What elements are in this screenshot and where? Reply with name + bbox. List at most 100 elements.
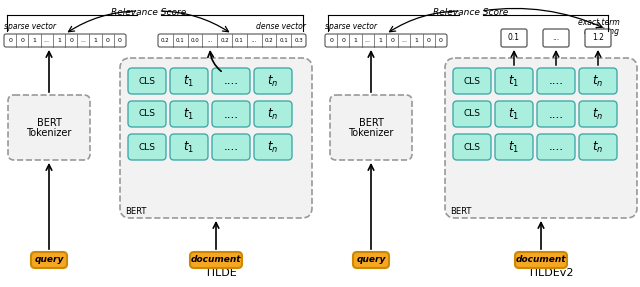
FancyBboxPatch shape [585, 29, 611, 47]
FancyBboxPatch shape [170, 101, 208, 127]
Text: 0: 0 [69, 38, 73, 43]
Text: $t_n$: $t_n$ [268, 139, 278, 155]
Text: matching: matching [584, 27, 620, 36]
FancyBboxPatch shape [537, 68, 575, 94]
Text: sparse vector: sparse vector [325, 22, 377, 31]
Text: document: document [191, 255, 241, 265]
Text: 0.2: 0.2 [161, 38, 170, 43]
Text: 0: 0 [427, 38, 431, 43]
Text: 1: 1 [93, 38, 97, 43]
Text: 0.3: 0.3 [294, 38, 303, 43]
Text: BERT: BERT [36, 117, 61, 127]
Text: ...: ... [365, 38, 371, 43]
Text: ...: ... [552, 34, 559, 42]
Text: exact term: exact term [579, 18, 620, 27]
Text: Tokenizer: Tokenizer [348, 129, 394, 139]
Text: 1: 1 [378, 38, 382, 43]
Text: 1.2: 1.2 [592, 34, 604, 42]
Text: query: query [35, 255, 64, 265]
Text: 0.1: 0.1 [280, 38, 288, 43]
Text: 0: 0 [8, 38, 12, 43]
Text: 0: 0 [118, 38, 122, 43]
Text: 1: 1 [353, 38, 357, 43]
Text: $t_1$: $t_1$ [184, 139, 195, 155]
FancyBboxPatch shape [353, 252, 389, 268]
Text: 0.2: 0.2 [220, 38, 229, 43]
FancyBboxPatch shape [579, 68, 617, 94]
FancyBboxPatch shape [31, 252, 67, 268]
Text: 0: 0 [341, 38, 345, 43]
Text: ....: .... [548, 108, 563, 121]
FancyBboxPatch shape [254, 101, 292, 127]
Text: BERT: BERT [125, 207, 147, 216]
Text: 1: 1 [33, 38, 36, 43]
FancyBboxPatch shape [212, 101, 250, 127]
FancyBboxPatch shape [254, 134, 292, 160]
Text: 1: 1 [57, 38, 61, 43]
Text: 0.0: 0.0 [191, 38, 200, 43]
Text: CLS: CLS [138, 110, 156, 119]
Text: ....: .... [223, 108, 239, 121]
FancyBboxPatch shape [543, 29, 569, 47]
FancyBboxPatch shape [212, 68, 250, 94]
Text: ...: ... [44, 38, 50, 43]
FancyBboxPatch shape [158, 34, 306, 47]
FancyBboxPatch shape [445, 58, 637, 218]
FancyBboxPatch shape [8, 95, 90, 160]
Text: ...: ... [207, 38, 212, 43]
Text: dense vector: dense vector [256, 22, 306, 31]
FancyBboxPatch shape [501, 29, 527, 47]
FancyBboxPatch shape [453, 134, 491, 160]
Text: CLS: CLS [138, 77, 156, 86]
Text: ...: ... [401, 38, 407, 43]
Text: TILDE: TILDE [205, 268, 237, 278]
FancyBboxPatch shape [537, 134, 575, 160]
Text: Tokenizer: Tokenizer [26, 129, 72, 139]
FancyBboxPatch shape [579, 134, 617, 160]
Text: 0: 0 [390, 38, 394, 43]
Text: 0: 0 [439, 38, 443, 43]
Text: Relevance Score: Relevance Score [433, 8, 509, 17]
Text: $t_n$: $t_n$ [268, 106, 278, 122]
FancyBboxPatch shape [254, 68, 292, 94]
Text: 0: 0 [106, 38, 109, 43]
FancyBboxPatch shape [330, 95, 412, 160]
FancyBboxPatch shape [515, 252, 567, 268]
Text: 0.1: 0.1 [235, 38, 244, 43]
Text: 0.2: 0.2 [264, 38, 273, 43]
Text: document: document [516, 255, 566, 265]
Text: $t_n$: $t_n$ [593, 106, 604, 122]
Text: $t_n$: $t_n$ [268, 73, 278, 89]
FancyBboxPatch shape [325, 34, 447, 47]
Text: 0.1: 0.1 [176, 38, 184, 43]
Text: 0.1: 0.1 [508, 34, 520, 42]
Text: TILDEv2: TILDEv2 [528, 268, 573, 278]
FancyBboxPatch shape [453, 68, 491, 94]
Text: $t_n$: $t_n$ [593, 73, 604, 89]
Text: CLS: CLS [463, 110, 481, 119]
Text: Relevance Score: Relevance Score [111, 8, 186, 17]
Text: $t_1$: $t_1$ [184, 73, 195, 89]
Text: $t_1$: $t_1$ [508, 73, 520, 89]
FancyBboxPatch shape [4, 34, 126, 47]
Text: $t_1$: $t_1$ [184, 106, 195, 122]
Text: sparse vector: sparse vector [4, 22, 56, 31]
Text: $t_n$: $t_n$ [593, 139, 604, 155]
FancyBboxPatch shape [495, 101, 533, 127]
Text: CLS: CLS [138, 143, 156, 152]
Text: ...: ... [80, 38, 86, 43]
FancyBboxPatch shape [128, 134, 166, 160]
FancyBboxPatch shape [170, 134, 208, 160]
Text: CLS: CLS [463, 143, 481, 152]
Text: 0: 0 [20, 38, 24, 43]
Text: CLS: CLS [463, 77, 481, 86]
Text: ....: .... [223, 141, 239, 154]
FancyBboxPatch shape [495, 134, 533, 160]
Text: $t_1$: $t_1$ [508, 106, 520, 122]
Text: ....: .... [548, 141, 563, 154]
Text: $t_1$: $t_1$ [508, 139, 520, 155]
FancyBboxPatch shape [212, 134, 250, 160]
Text: query: query [356, 255, 386, 265]
FancyBboxPatch shape [120, 58, 312, 218]
Text: BERT: BERT [450, 207, 472, 216]
